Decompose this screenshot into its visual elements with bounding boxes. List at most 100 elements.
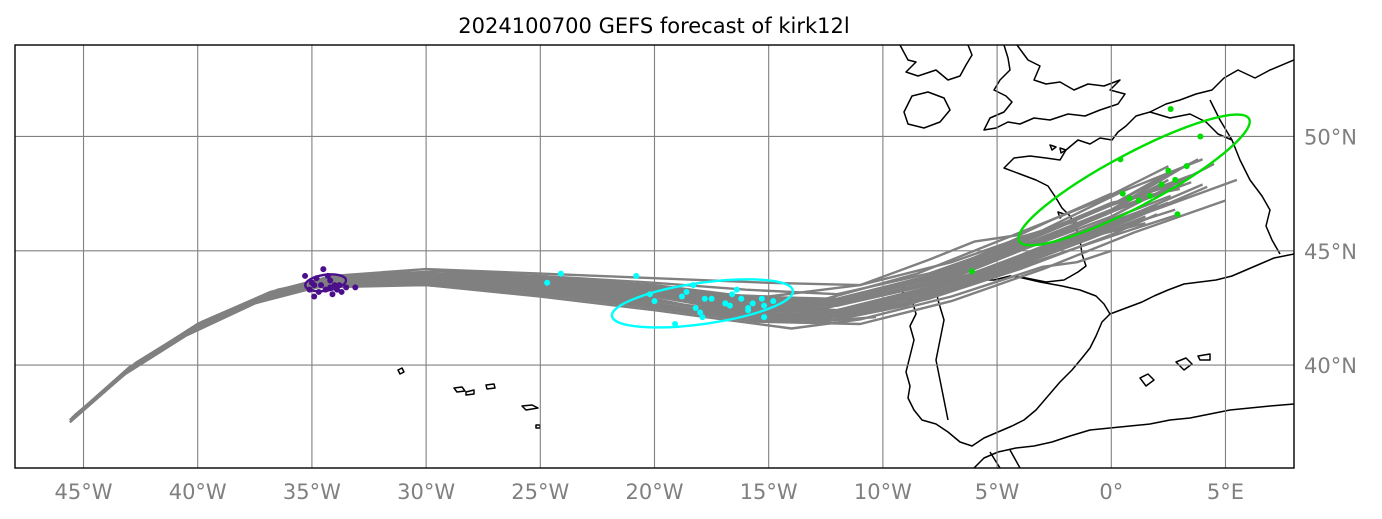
lat-tick-label: 40°N	[1304, 354, 1357, 378]
ensemble-position-point	[726, 302, 733, 309]
ensemble-position-point	[733, 286, 740, 293]
ensemble-position-point	[315, 288, 322, 295]
ensemble-position-point	[306, 286, 313, 293]
ensemble-position-point	[311, 293, 318, 300]
ensemble-position-point	[1119, 190, 1126, 197]
coast-azores-santa-maria	[535, 424, 541, 429]
map-frame	[14, 44, 1295, 469]
ensemble-position-point	[1197, 133, 1204, 140]
ensemble-position-point	[352, 284, 359, 291]
lon-tick-label: 0°	[1099, 480, 1123, 504]
coast-channel-islands	[1049, 144, 1067, 154]
ensemble-position-point	[701, 295, 708, 302]
lon-tick-label: 15°W	[740, 480, 798, 504]
ensemble-position-point	[1167, 106, 1174, 113]
ensemble-track	[73, 194, 1172, 419]
ensemble-position-point	[329, 291, 336, 298]
coast-iberia	[905, 295, 1155, 447]
ensemble-position-point	[651, 298, 658, 305]
lon-tick-label: 40°W	[169, 480, 227, 504]
lon-tick-label: 10°W	[854, 480, 912, 504]
coast-balearic-islands	[1139, 353, 1211, 387]
ensemble-position-point	[761, 302, 768, 309]
ensemble-position-point	[722, 300, 729, 307]
ensemble-position-point	[1183, 163, 1190, 170]
ensemble-position-point	[334, 286, 341, 293]
ensemble-position-point	[1165, 167, 1172, 174]
lon-tick-label: 25°W	[511, 480, 569, 504]
coast-azores-central-3	[485, 383, 496, 390]
ensemble-position-point	[690, 282, 697, 289]
coast-north-africa	[973, 403, 1294, 468]
chart-title: 2024100700 GEFS forecast of kirk12l	[458, 14, 849, 38]
ensemble-position-point	[327, 277, 334, 284]
coast-ireland	[903, 91, 951, 129]
border-belgium	[1149, 111, 1233, 141]
ensemble-position-point	[302, 272, 309, 279]
ensemble-position-point	[320, 266, 327, 273]
coast-azores-sao-miguel	[521, 404, 539, 411]
ensemble-position-point	[729, 291, 736, 298]
ensemble-position-point	[683, 288, 690, 295]
ensemble-position-point	[770, 298, 777, 305]
coast-azores-central-2	[465, 389, 475, 396]
border-spain-france	[1013, 275, 1111, 315]
ensemble-position-point	[308, 279, 315, 286]
ensemble-position-point	[1126, 195, 1133, 202]
ensemble-position-point	[692, 304, 699, 311]
coast-gulf-of-lion	[1153, 253, 1294, 297]
ensemble-position-point	[678, 293, 685, 300]
ensemble-track	[75, 158, 1199, 417]
ensemble-position-point	[544, 279, 551, 286]
border-morocco-algeria	[989, 449, 1021, 468]
ensemble-position-point	[699, 314, 706, 321]
longitude-axis: 45°W 40°W 35°W 30°W 25°W 20°W 15°W 10°W 5°W 0° 5°E	[55, 480, 1245, 504]
coastlines	[397, 45, 1294, 468]
graticule	[15, 45, 1294, 468]
ensemble-position-point	[338, 288, 345, 295]
ensemble-position-point	[1174, 211, 1181, 218]
lon-tick-label: 5°E	[1207, 480, 1244, 504]
ensemble-position-point	[708, 295, 715, 302]
ensemble-tracks	[69, 158, 1238, 424]
map-plot-area	[15, 45, 1294, 468]
lon-tick-label: 5°W	[975, 480, 1020, 504]
ensemble-position-point	[336, 282, 343, 289]
ensemble-position-point	[758, 295, 765, 302]
ensemble-position-point	[697, 309, 704, 316]
ensemble-position-point	[745, 304, 752, 311]
border-france-germany	[1209, 99, 1281, 255]
ensemble-position-point	[331, 282, 338, 289]
lon-tick-label: 45°W	[55, 480, 113, 504]
lat-tick-label: 45°N	[1304, 240, 1357, 264]
ensemble-position-point	[557, 270, 564, 277]
position-clusters	[302, 106, 1251, 329]
ensemble-position-point	[322, 286, 329, 293]
ensemble-position-point	[327, 284, 334, 291]
coast-azores-flores	[397, 367, 405, 375]
coast-great-britain	[899, 45, 1126, 131]
lon-tick-label: 35°W	[283, 480, 341, 504]
lat-tick-label: 50°N	[1304, 125, 1357, 149]
ensemble-position-point	[633, 272, 640, 279]
ensemble-position-point	[1135, 197, 1142, 204]
lon-tick-label: 30°W	[397, 480, 455, 504]
ensemble-position-point	[1147, 192, 1154, 199]
ensemble-position-point	[672, 320, 679, 327]
ensemble-track	[71, 213, 1158, 421]
ensemble-position-point	[761, 314, 768, 321]
ensemble-track	[75, 192, 1112, 417]
coast-azores-central-1	[453, 386, 466, 393]
ensemble-position-point	[749, 300, 756, 307]
spread-ellipse	[610, 278, 795, 329]
ensemble-position-point	[343, 284, 350, 291]
ensemble-position-point	[968, 268, 975, 275]
latitude-axis: 40°N 45°N 50°N	[1304, 125, 1357, 378]
ensemble-position-point	[646, 291, 653, 298]
ensemble-position-point	[1172, 176, 1179, 183]
ensemble-position-point	[313, 275, 320, 282]
lon-tick-label: 20°W	[626, 480, 684, 504]
ensemble-position-point	[1158, 181, 1165, 188]
ensemble-position-point	[324, 272, 331, 279]
